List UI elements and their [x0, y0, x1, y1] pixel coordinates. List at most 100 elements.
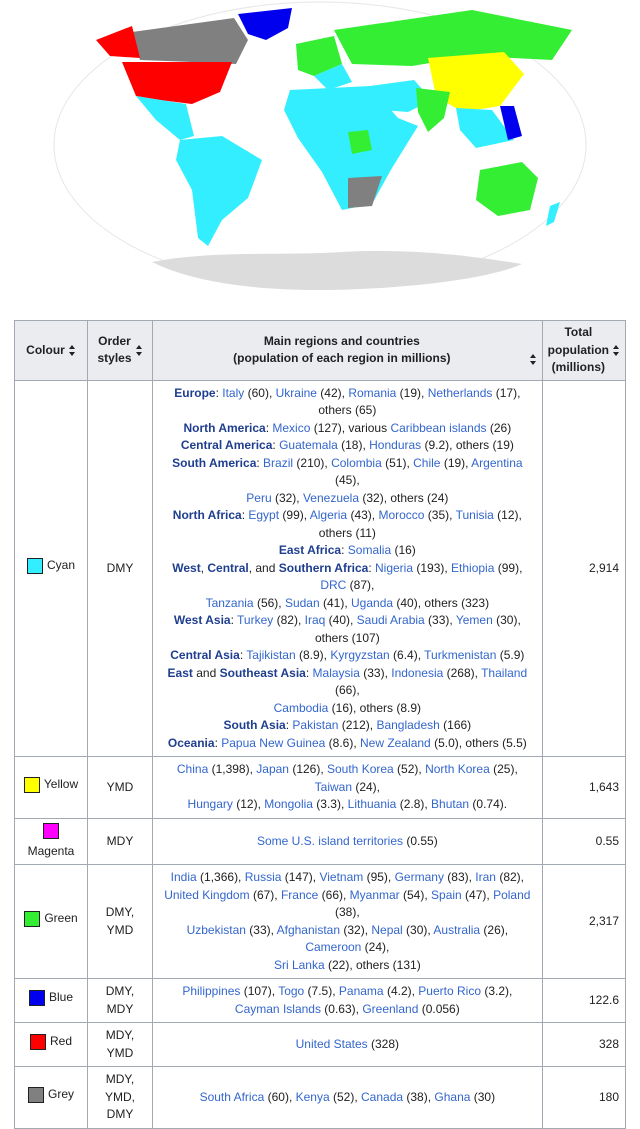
country-link[interactable]: Guatemala — [279, 438, 338, 452]
country-link[interactable]: South Korea — [327, 762, 394, 776]
country-link[interactable]: China — [176, 762, 209, 776]
main-regions-column-header[interactable]: Main regions and countries (population o… — [152, 320, 543, 381]
country-link[interactable]: North Korea — [425, 762, 490, 776]
country-link[interactable]: Iraq — [304, 613, 326, 627]
country-link[interactable]: Turkey — [237, 613, 274, 627]
colour-column-header[interactable]: Colour — [14, 320, 88, 381]
country-link[interactable]: Sudan — [284, 595, 320, 610]
country-link[interactable]: Hungary — [187, 797, 233, 811]
region-link[interactable]: Europe — [174, 385, 216, 400]
country-link[interactable]: Honduras — [369, 438, 422, 452]
country-link[interactable]: South Africa — [199, 1089, 265, 1104]
country-link[interactable]: Afghanistan — [276, 922, 341, 937]
country-link[interactable]: Tajikistan — [246, 648, 296, 662]
region-link[interactable]: Central — [207, 560, 249, 575]
country-link[interactable]: Peru — [246, 490, 272, 505]
country-link[interactable]: Spain — [431, 887, 462, 902]
country-link[interactable]: Caribbean islands — [390, 420, 487, 435]
country-link[interactable]: Tanzania — [205, 595, 254, 610]
country-link[interactable]: Netherlands — [427, 385, 493, 400]
country-link[interactable]: Ethiopia — [451, 560, 495, 575]
country-link[interactable]: Romania — [348, 385, 397, 400]
order-styles-column-header[interactable]: Order styles — [87, 320, 153, 381]
country-link[interactable]: Togo — [278, 984, 305, 998]
country-link[interactable]: Cayman Islands — [234, 1001, 321, 1016]
country-link[interactable]: Philippines — [182, 984, 241, 998]
country-link[interactable]: Indonesia — [391, 665, 444, 680]
region-link[interactable]: Southern Africa — [278, 560, 369, 575]
country-link[interactable]: Pakistan — [292, 718, 339, 732]
sort-icon[interactable] — [68, 344, 76, 356]
country-link[interactable]: Panama — [338, 984, 384, 998]
country-link[interactable]: Chile — [413, 455, 441, 470]
country-link[interactable]: Venezuela — [302, 490, 360, 505]
country-link[interactable]: Some U.S. island territories — [256, 833, 404, 848]
region-link[interactable]: Central Asia — [170, 648, 240, 662]
country-link[interactable]: Germany — [394, 870, 444, 884]
country-link[interactable]: Australia — [433, 922, 481, 937]
country-link[interactable]: Russia — [244, 870, 282, 884]
country-link[interactable]: Brazil — [263, 455, 294, 470]
country-link[interactable]: Bhutan — [431, 797, 470, 811]
country-link[interactable]: France — [280, 887, 319, 902]
region-link[interactable]: East Africa — [278, 543, 342, 557]
country-link[interactable]: Kyrgyzstan — [330, 648, 390, 662]
total-population-column-header[interactable]: Total population (millions) — [541, 320, 627, 381]
country-link[interactable]: Lithuania — [347, 797, 397, 811]
region-link[interactable]: South America — [172, 455, 257, 470]
country-link[interactable]: Poland — [493, 887, 531, 902]
country-link[interactable]: Mongolia — [264, 797, 313, 811]
country-link[interactable]: Argentina — [471, 455, 523, 470]
country-link[interactable]: Somalia — [347, 543, 392, 557]
country-link[interactable]: Puerto Rico — [418, 984, 481, 998]
sort-icon[interactable] — [613, 344, 620, 356]
country-link[interactable]: Egypt — [248, 508, 280, 522]
country-link[interactable]: Uganda — [351, 595, 394, 610]
country-link[interactable]: Papua New Guinea — [221, 735, 326, 750]
sort-icon[interactable] — [529, 353, 537, 365]
country-link[interactable]: Turkmenistan — [424, 648, 497, 662]
country-link[interactable]: Bangladesh — [376, 718, 440, 732]
country-link[interactable]: Vietnam — [319, 870, 364, 884]
region-link[interactable]: North America — [183, 420, 266, 435]
region-link[interactable]: West — [172, 560, 201, 575]
country-link[interactable]: India — [170, 870, 197, 884]
country-link[interactable]: Kenya — [295, 1089, 330, 1104]
country-link[interactable]: Tunisia — [455, 508, 494, 522]
country-link[interactable]: New Zealand — [360, 735, 431, 750]
country-link[interactable]: Canada — [361, 1089, 404, 1104]
country-link[interactable]: Nepal — [371, 922, 403, 937]
country-link[interactable]: Ghana — [434, 1089, 471, 1104]
country-link[interactable]: Cameroon — [305, 940, 362, 954]
country-link[interactable]: Sri Lanka — [273, 957, 325, 972]
region-link[interactable]: North Africa — [172, 508, 242, 522]
country-link[interactable]: Thailand — [481, 665, 528, 680]
country-link[interactable]: Taiwan — [314, 779, 352, 794]
country-link[interactable]: Yemen — [455, 613, 493, 627]
country-link[interactable]: Nigeria — [375, 560, 414, 575]
region-link[interactable]: East — [167, 665, 193, 680]
country-link[interactable]: Morocco — [378, 508, 425, 522]
region-link[interactable]: South Asia — [223, 718, 286, 732]
country-link[interactable]: Uzbekistan — [186, 922, 246, 937]
country-link[interactable]: Iran — [475, 870, 496, 884]
country-link[interactable]: Saudi Arabia — [356, 613, 425, 627]
region-link[interactable]: West Asia — [173, 613, 231, 627]
region-link[interactable]: Southeast Asia — [219, 665, 306, 680]
country-link[interactable]: United Kingdom — [164, 887, 250, 902]
region-link[interactable]: Central America — [180, 438, 273, 452]
country-link[interactable]: Greenland — [362, 1001, 419, 1016]
country-link[interactable]: Colombia — [331, 455, 382, 470]
country-link[interactable]: Italy — [222, 385, 245, 400]
country-link[interactable]: Myanmar — [349, 887, 400, 902]
region-link[interactable]: Oceania — [167, 735, 215, 750]
country-link[interactable]: Malaysia — [312, 665, 360, 680]
country-link[interactable]: Mexico — [272, 420, 311, 435]
country-link[interactable]: Cambodia — [273, 700, 329, 715]
country-link[interactable]: DRC — [320, 578, 347, 592]
country-link[interactable]: Ukraine — [275, 385, 317, 400]
country-link[interactable]: Japan — [256, 762, 289, 776]
country-link[interactable]: Algeria — [309, 508, 348, 522]
country-link[interactable]: United States — [295, 1036, 368, 1051]
sort-icon[interactable] — [135, 344, 143, 356]
